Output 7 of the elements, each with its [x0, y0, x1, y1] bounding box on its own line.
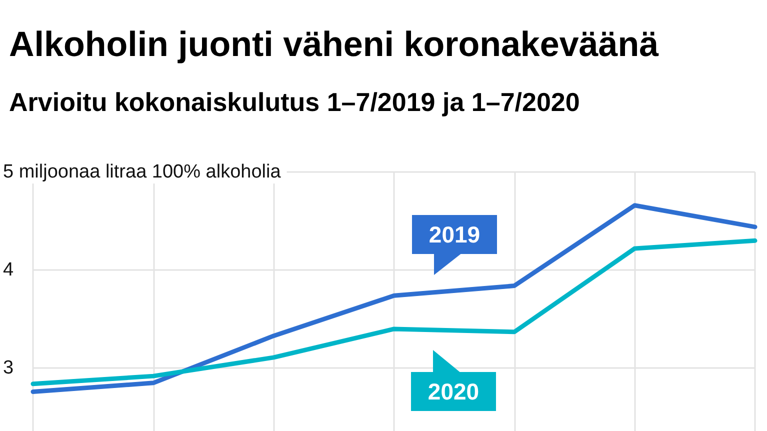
legend-label: 2020: [428, 378, 480, 404]
chart-title: Alkoholin juonti väheni koronakeväänä: [9, 25, 660, 64]
y-tick-label: 5 miljoonaa litraa 100% alkoholia: [3, 162, 282, 182]
y-tick-label: 4: [3, 260, 14, 281]
chart-subtitle: Arvioitu kokonaiskulutus 1–7/2019 ja 1–7/2020: [9, 87, 580, 117]
y-tick-label: 3: [3, 358, 14, 379]
series-label: 2019: [428, 222, 480, 248]
